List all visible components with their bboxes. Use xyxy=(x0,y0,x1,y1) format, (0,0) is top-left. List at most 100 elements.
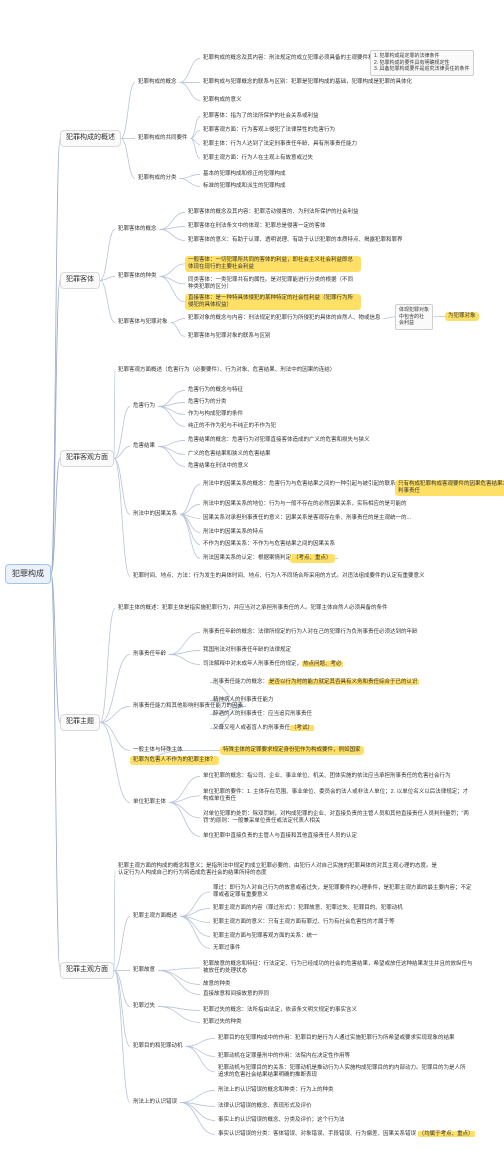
mindmap-node[interactable]: 刑法中的因果关系 xyxy=(130,510,180,519)
mindmap-node[interactable]: 犯罪主观方面的意义：只有主观方面有罪过、行为有社会危害性的才属于等 xyxy=(210,918,398,927)
mindmap-node[interactable]: 一般客体：一切犯罪所共同的客体的利益，即社会主义社会利益即总体现在现行的主要社会… xyxy=(185,256,361,272)
mindmap-node[interactable]: 体现犯罪对象中包含的社会利益 xyxy=(395,304,433,330)
mindmap-node[interactable]: 犯罪动机与犯罪目的的关系：犯罪动机是推动行为人实施构成犯罪目的的内部动力。犯罪目… xyxy=(215,1064,471,1080)
mindmap-node[interactable]: 犯罪主观方面与犯罪客观方面的关系：统一 xyxy=(210,932,321,941)
mindmap-node[interactable]: 犯罪构成的概述 xyxy=(60,130,121,147)
node-label: 危害结果在刑法中的意义 xyxy=(188,463,249,469)
mindmap-node[interactable]: 危害结果 xyxy=(130,442,158,451)
mindmap-node[interactable]: 犯罪目的和犯罪动机 xyxy=(130,1042,186,1051)
mindmap-node[interactable]: 犯罪为危害人不作为的犯罪主体？ xyxy=(130,756,219,765)
mindmap-node[interactable]: 对单位犯罪的处罚：除双罚制，对构成犯罪的企业、对直接负责的主管人员和其他直接责任… xyxy=(200,810,476,826)
mindmap-node[interactable]: 犯罪客体的种类 xyxy=(115,272,160,281)
node-desc: ：犯罪目的是行为人通过实施犯罪行为所希望或要求实现现象的结果 xyxy=(290,1035,455,1041)
mindmap-node[interactable]: 无罪过事件 xyxy=(210,944,244,953)
mindmap-node[interactable]: 犯罪客体与犯罪对象的联系与区别 xyxy=(185,332,274,341)
mindmap-node[interactable]: 犯罪主观方面的构成的概念和意义；是指刑法中规定的成立犯罪必要的、由犯行人对自己实… xyxy=(115,862,441,878)
mindmap-node[interactable]: 犯罪主体的概述：犯罪主体是指实施犯罪行为，并应当对之承担刑事责任的人。犯罪主体自… xyxy=(115,604,391,613)
mindmap-node[interactable]: 标准的犯罪构成和派生的犯罪构成 xyxy=(200,182,289,191)
mindmap-node[interactable]: 犯罪主题 xyxy=(60,714,100,731)
mindmap-node[interactable]: 纯正的不作为犯与不纯正的不作为犯 xyxy=(185,422,279,431)
mindmap-node[interactable]: 事实认识错误的分类：客体错误、对象错误、手段错误、行为偏差、因果关系错误 （均属… xyxy=(215,1130,478,1139)
mindmap-node[interactable]: 法律认识错误的概念、表现形式及评价 xyxy=(215,1102,315,1111)
mindmap-node[interactable]: 单位犯罪的要件：1. 主体存在范围、事业单位、委员会的法人或非法人单位；2. 以… xyxy=(200,788,476,804)
node-desc: ：行为发生的具体时间、地点、行为人不同场合所采用的方式。对违法组成要件的认定有重… xyxy=(188,573,425,579)
mindmap-node[interactable]: 只有构成犯罪构成客观要件的因果危害结果才可能测试对刑责追诉的判事责任 xyxy=(395,480,504,496)
mindmap-node[interactable]: 犯罪过失的种类 xyxy=(200,1018,245,1027)
mindmap-node[interactable]: 犯罪构成的概念 xyxy=(135,78,180,87)
mindmap-node[interactable]: 广义的危害结果和狭义的危害结果 xyxy=(185,450,274,459)
mindmap-node[interactable]: 1. 犯罪构成是定罪的法律条件2. 犯罪构成的要件具有明确规定性3. 具备犯罪构… xyxy=(370,50,474,76)
mindmap-node[interactable]: 犯罪主观方面的内容（罪过形式）：犯罪故意、犯罪过失、犯罪目的、犯罪动机 xyxy=(210,904,406,913)
mindmap-node[interactable]: 犯罪客体的概念 xyxy=(115,225,160,234)
mindmap-node[interactable]: 犯罪客观方面概述（危害行为（必要要件）、行为对象、危害结果、刑法中的因果的连结） xyxy=(115,366,338,375)
mindmap-node[interactable]: 司法解释中对未成年人刑事责任的规定，热点问题、考必 xyxy=(200,660,346,669)
mindmap-node[interactable]: 刑事责任能力的概念：是否以行为时的能力就定其否具有义务和责任综合于已的认识 xyxy=(210,678,422,687)
mindmap-node[interactable]: 犯罪对象的概念与内容：刑法规定的犯罪行为所侵犯的具体的自然人、物或信息 xyxy=(185,314,384,323)
mindmap-node[interactable]: 犯罪过失 xyxy=(130,1002,158,1011)
mindmap-node[interactable]: 刑法中的因果关系的特点 xyxy=(200,528,267,537)
mindmap-node[interactable]: （考点、重点） xyxy=(290,554,335,563)
mindmap-node[interactable]: 危害行为 xyxy=(130,402,158,411)
mindmap-node[interactable]: 犯罪故意的概念和特征：行法定定、行为已经成功的社会的危害结果，希望或放任这种结果… xyxy=(200,960,476,976)
mindmap-node[interactable]: 犯罪构成的意义 xyxy=(200,96,245,105)
mindmap-node[interactable]: 刑法上的认识错误的概念和种类：行为上的种类 xyxy=(215,1086,337,1095)
mindmap-node[interactable]: 犯罪客观方面 xyxy=(60,450,114,467)
mindmap-node[interactable]: 犯罪客体的意义：有助于认罪、透明说理、有助于认识犯罪的本质特点、揭露犯罪和罪界 xyxy=(185,236,406,245)
mindmap-node[interactable]: 因果关系对承担刑事责任的意义：因果关系是客观存在条、刑事责任的是主观统一的... xyxy=(200,514,414,523)
mindmap-node[interactable]: 犯罪客体的概念及其内容：犯罪活动侵害的、为刑法所保护的社会利益 xyxy=(185,208,362,217)
mindmap-node[interactable]: 罪过：即行为人对自己行为的故意或者过失，是犯罪要件的心理条件，是犯罪主观方面的最… xyxy=(210,884,476,900)
mindmap-node[interactable]: 犯罪时间、地点、方法：行为发生的具体时间、地点、行为人不同场合所采用的方式。对违… xyxy=(130,572,428,581)
mindmap-node[interactable]: 又聋又哑人或者盲人的刑事责任（考试） xyxy=(210,724,317,733)
mindmap-node[interactable]: 犯罪构成 xyxy=(5,564,51,584)
mindmap-node[interactable]: 单位犯罪的概念：指公司、企业、事业单位、机关、团体实施的依法应当承担刑事责任的危… xyxy=(200,772,454,781)
mindmap-node[interactable]: 危害行为的分类 xyxy=(185,398,230,407)
mindmap-node[interactable]: 犯罪客体在刑法条文中的体现：犯罪总是侵害一定的客体 xyxy=(185,222,329,231)
mindmap-node[interactable]: 犯罪主观方面：行为人在主观上有故意或过失 xyxy=(200,154,316,163)
mindmap-node[interactable]: 刑事责任年龄 xyxy=(130,650,169,659)
mindmap-node[interactable]: 直接客体：是一种特具体侵犯的某种特定的社会性利益（犯罪行为所侵犯的具体权益） xyxy=(185,294,361,310)
edge xyxy=(121,82,135,138)
mindmap-node[interactable]: 犯罪主观方面概述 xyxy=(130,912,180,921)
mindmap-node[interactable]: 犯罪故意 xyxy=(130,966,158,975)
node-label: 广义的危害结果和狭义的危害结果 xyxy=(188,451,271,457)
mindmap-node[interactable]: 单位犯罪主体 xyxy=(130,798,169,807)
mindmap-node[interactable]: 犯罪主观方面 xyxy=(60,962,114,979)
mindmap-node[interactable]: 精神病人的刑事责任能力 xyxy=(210,696,277,705)
mindmap-node[interactable]: 犯罪客体 xyxy=(60,272,100,289)
mindmap-node[interactable]: 犯罪过失的概念：法所指由法定，依该条文明文规定的事实含义 xyxy=(200,1006,360,1015)
mindmap-node[interactable]: 刑法中的因果关系的概念：危害行为与危害结果之间的一种引起与被引起的联系 xyxy=(200,480,399,489)
mindmap-node[interactable]: 犯罪构成与犯罪概念的联系与区别：犯罪是犯罪构成的基础，犯罪构成是犯罪的具体化 xyxy=(200,78,415,87)
mindmap-node[interactable]: 醉酒的人的刑事责任：应当追究刑事责任 xyxy=(210,710,315,719)
mindmap-node[interactable]: 单位犯罪中直接负责的主管人与直接和其他直接责任人员的认定 xyxy=(200,832,360,841)
mindmap-node[interactable]: 犯罪主体：行为人达到了法定刑事责任年龄、具有刑事责任能力 xyxy=(200,140,360,149)
mindmap-node[interactable]: 犯罪目的在犯罪构成中的作用：犯罪目的是行为人通过实施犯罪行为所希望或要求实现现象… xyxy=(215,1034,471,1043)
mindmap-node[interactable]: 特殊主体的定罪要求规定身份犯作为构成要件，例如国家 xyxy=(220,746,364,755)
mindmap-node[interactable]: 同类客体：一类犯罪共有的属性。是对犯罪能进行分类的根据（不同种类犯罪的区分） xyxy=(185,276,361,292)
mindmap-node[interactable]: 刑事责任年龄的概念：法律所规定的行为人对在己的犯罪行为负刑事责任必须达到的年龄 xyxy=(200,628,421,637)
node-label: 犯罪时间、地点、方法 xyxy=(133,573,188,579)
node-desc: ：法律所规定的行为人对在己的犯罪行为负刑事责任必须达到的年龄 xyxy=(253,629,418,635)
mindmap-node[interactable]: 作为与构成犯罪的条件 xyxy=(185,410,246,419)
mindmap-node[interactable]: 危害结果的概念：危害行为对犯罪直接客体造成的广义的危害和损失与狭义 xyxy=(185,436,373,445)
mindmap-node[interactable]: 故意的种类 xyxy=(200,980,234,989)
mindmap-node[interactable]: 犯罪动机在定罪量刑中的作用：法院内在决定性作用等 xyxy=(215,1052,353,1061)
mindmap-node[interactable]: 犯罪客观方面：行为客观上侵犯了法律禁性的危害行为 xyxy=(200,126,338,135)
mindmap-node[interactable]: 犯罪客体：指为了的法所保护的社会关系或利益 xyxy=(200,112,322,121)
mindmap-node[interactable]: 刑法上的认识错误 xyxy=(130,1098,180,1107)
mindmap-node[interactable]: 犯罪客体与犯罪对象 xyxy=(115,318,171,327)
mindmap-node[interactable]: 危害结果在刑法中的意义 xyxy=(185,462,252,471)
mindmap-node[interactable]: 犯罪构成的共同要件 xyxy=(135,134,191,143)
mindmap-node[interactable]: 刑法中的因果关系的地位：行为与一般不存在的必然因果关系，实际相应的是可能的 xyxy=(200,500,410,509)
mindmap-node[interactable]: 危害行为的概念与特征 xyxy=(185,386,246,395)
mindmap-node[interactable]: 一般主体与特殊主体 xyxy=(130,746,186,755)
node-label: 犯罪构成的概念 xyxy=(138,79,177,85)
node-desc: ：行为客观上侵犯了法律禁性的危害行为 xyxy=(236,127,335,133)
mindmap-node[interactable]: 直接故意和间接故意的异同 xyxy=(200,990,272,999)
mindmap-node[interactable]: 事实上的认识错误的概念、分类及评价；这个行为法 xyxy=(215,1116,348,1125)
node-desc: ：客体错误、对象错误、手段错误、行为偏差、因果关系错误 xyxy=(268,1131,417,1137)
mindmap-node[interactable]: 不作为的因果关系：不作为与危害结果之间的因果关系 xyxy=(200,540,338,549)
mindmap-node[interactable]: 我国刑法对刑事责任年龄的法律规定 xyxy=(200,646,294,655)
mindmap-node[interactable]: 基本的犯罪构成和修正的犯罪构成 xyxy=(200,170,289,179)
mindmap-node[interactable]: 犯罪构成的分类 xyxy=(135,174,180,183)
mindmap-node[interactable]: 为犯罪对象 xyxy=(445,312,479,321)
